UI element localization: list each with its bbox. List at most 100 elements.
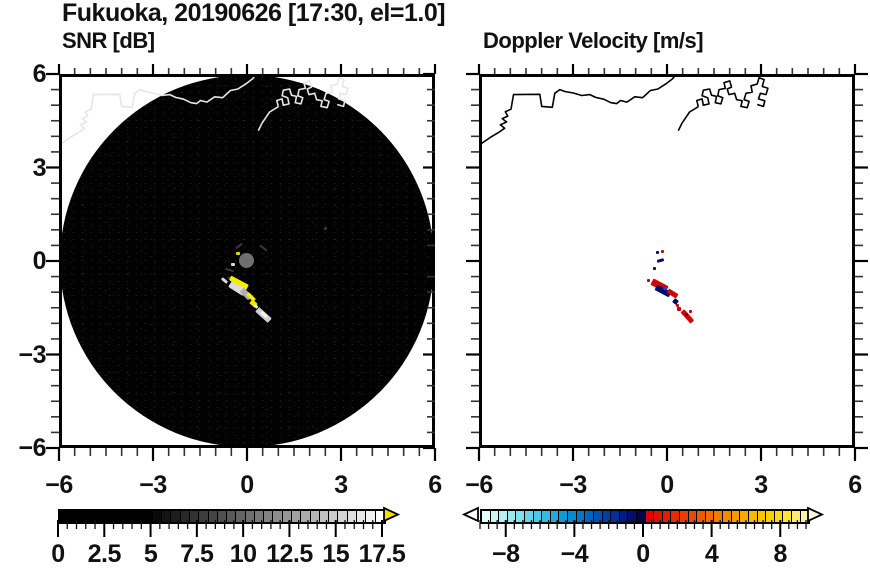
colorbar-cell xyxy=(542,511,551,522)
colorbar-cell xyxy=(757,511,767,522)
echo-mark xyxy=(656,251,659,254)
colorbar-cell xyxy=(766,511,775,522)
colorbar-cell xyxy=(525,511,534,522)
x-tick-label: −6 xyxy=(45,471,73,499)
x-tick-label: 3 xyxy=(754,471,768,499)
colorbar-cell xyxy=(264,511,274,522)
echo-mark xyxy=(239,253,254,268)
colorbar-overflow-arrow xyxy=(383,506,401,523)
colorbar-cell xyxy=(783,511,792,522)
colorbar-cell xyxy=(162,511,172,522)
colorbar-cell xyxy=(292,511,302,522)
colorbar-cell xyxy=(499,511,508,522)
colorbar-cell xyxy=(338,511,348,522)
colorbar-tick-label: 10 xyxy=(229,540,257,568)
colorbar-cell xyxy=(78,511,88,522)
colorbar-tick-label: 17.5 xyxy=(358,540,406,568)
colorbar-cell xyxy=(714,511,724,522)
colorbar-cell xyxy=(559,511,569,522)
x-tick-label: −3 xyxy=(139,471,167,499)
colorbar-cell xyxy=(60,511,70,522)
colorbar-cell xyxy=(731,511,741,522)
colorbar-cell xyxy=(671,511,681,522)
x-tick-label: 6 xyxy=(848,471,862,499)
colorbar-cell xyxy=(124,511,135,522)
colorbar-cell xyxy=(482,511,491,522)
colorbar-tick-label: 7.5 xyxy=(180,540,214,568)
colorbar-cell xyxy=(680,511,689,522)
colorbar-cell xyxy=(87,511,98,522)
snr-plot xyxy=(59,74,435,448)
coastline-port-approach xyxy=(257,106,279,132)
x-tick-label: 6 xyxy=(428,471,442,499)
colorbar-cell xyxy=(654,511,663,522)
colorbar-tick-label: −4 xyxy=(560,540,589,568)
colorbar-tick-label: 8 xyxy=(773,540,788,568)
colorbar-cell xyxy=(568,511,577,522)
x-tick-label: −6 xyxy=(465,471,493,499)
colorbar-tick-label: 15 xyxy=(322,540,350,568)
colorbar-cell xyxy=(375,511,384,522)
colorbar-cell xyxy=(533,511,543,522)
colorbar-cell xyxy=(516,511,526,522)
snr-panel-title: SNR [dB] xyxy=(62,28,155,53)
coastline-port-approach xyxy=(677,106,699,132)
colorbar-overflow-arrow xyxy=(807,506,825,523)
colorbar-cell xyxy=(106,511,116,522)
colorbar-cell xyxy=(490,511,500,522)
colorbar-cell xyxy=(171,511,181,522)
echo-mark xyxy=(675,303,679,307)
echo-mark xyxy=(660,249,664,253)
echo-mark xyxy=(689,309,692,313)
colorbar-cell xyxy=(310,511,320,522)
colorbar-cell xyxy=(152,511,163,522)
colorbar-cell xyxy=(697,511,706,522)
colorbar-cell xyxy=(329,511,339,522)
colorbar-cell xyxy=(273,511,283,522)
colorbar-tick-label: 4 xyxy=(704,540,719,568)
echo-mark xyxy=(676,306,681,311)
colorbar-cell xyxy=(143,511,153,522)
colorbar-cell xyxy=(208,511,218,522)
y-tick-label: −3 xyxy=(18,340,46,369)
colorbar-cell xyxy=(199,511,209,522)
colorbar-cell xyxy=(662,511,672,522)
colorbar-cell xyxy=(740,511,749,522)
colorbar-cell xyxy=(688,511,698,522)
vel-panel-title: Doppler Velocity [m/s] xyxy=(483,28,704,53)
figure-title: Fukuoka, 20190626 [17:30, el=1.0] xyxy=(62,0,446,27)
vel-colorbar xyxy=(480,509,810,524)
colorbar-tick-label: −8 xyxy=(491,540,520,568)
colorbar-cell xyxy=(585,511,594,522)
colorbar-cell xyxy=(245,511,255,522)
colorbar-cell xyxy=(748,511,758,522)
coastline-port xyxy=(276,76,349,109)
echo-mark xyxy=(235,251,240,255)
colorbar-cell xyxy=(347,511,357,522)
colorbar-cell xyxy=(227,511,237,522)
y-tick-label: 0 xyxy=(32,247,47,275)
colorbar-cell xyxy=(301,511,311,522)
colorbar-tick-label: 5 xyxy=(143,540,158,568)
coastline-mainline xyxy=(59,74,258,147)
colorbar-cell xyxy=(723,511,732,522)
x-tick-label: −3 xyxy=(559,471,587,499)
colorbar-cell xyxy=(115,511,125,522)
coastline-overlay-snr xyxy=(59,74,349,147)
y-tick-label: −6 xyxy=(18,434,46,462)
colorbar-underflow-arrow xyxy=(461,506,479,523)
coastline-port xyxy=(696,76,769,109)
colorbar-tick-label: 0 xyxy=(636,540,650,568)
colorbar-cell xyxy=(611,511,620,522)
x-tick-label: 0 xyxy=(660,471,674,499)
coastline-mainline xyxy=(479,74,678,147)
colorbar-cell xyxy=(791,511,801,522)
colorbar-cell xyxy=(357,511,367,522)
colorbar-cell xyxy=(774,511,784,522)
snr-colorbar xyxy=(58,509,386,524)
colorbar-cell xyxy=(366,511,376,522)
echo-mark xyxy=(323,226,327,230)
colorbar-cell xyxy=(254,511,265,522)
colorbar-cell xyxy=(619,511,629,522)
